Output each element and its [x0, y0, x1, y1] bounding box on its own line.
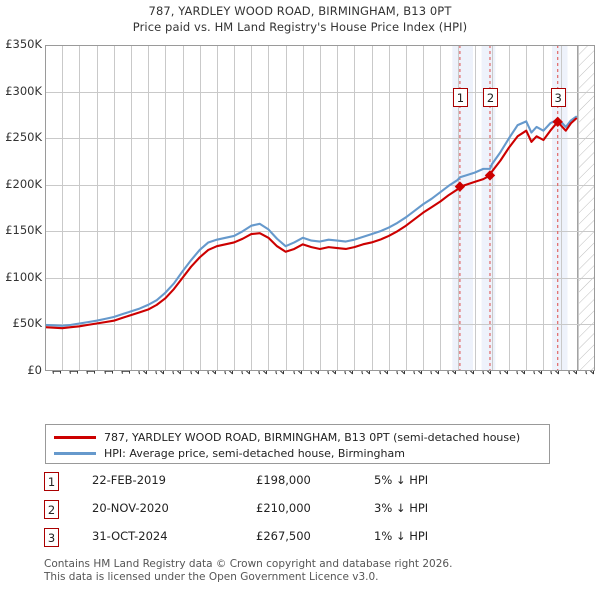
legend-swatch-price-paid	[54, 435, 96, 439]
y-axis-tick-label: £300K	[5, 83, 42, 98]
transaction-date: 22-FEB-2019	[92, 473, 166, 487]
legend-item-price-paid: 787, YARDLEY WOOD ROAD, BIRMINGHAM, B13 …	[52, 429, 543, 445]
transactions-table: 1 22-FEB-2019 £198,000 5% ↓ HPI 2 20-NOV…	[44, 472, 564, 556]
series-lines	[45, 115, 578, 330]
transaction-index-badge: 2	[44, 500, 59, 519]
future-hatched-region	[577, 45, 595, 371]
y-axis-tick-label: £200K	[5, 176, 42, 191]
y-axis-tick-label: £100K	[5, 269, 42, 284]
highlight-bands	[452, 45, 568, 371]
transaction-date: 31-OCT-2024	[92, 529, 168, 543]
chart-marker-1[interactable]: 1	[452, 88, 468, 107]
transaction-index-badge: 1	[44, 472, 59, 491]
transaction-price: £267,500	[256, 529, 311, 543]
legend-item-hpi: HPI: Average price, semi-detached house,…	[52, 445, 543, 461]
legend-label-hpi: HPI: Average price, semi-detached house,…	[104, 446, 405, 460]
legend-swatch-hpi	[54, 451, 96, 455]
footer-line-1: Contains HM Land Registry data © Crown c…	[44, 558, 453, 570]
transaction-price: £198,000	[256, 473, 311, 487]
chart-marker-3[interactable]: 3	[550, 88, 566, 107]
y-axis-tick-label: £150K	[5, 223, 42, 238]
table-row[interactable]: 3 31-OCT-2024 £267,500 1% ↓ HPI	[44, 528, 564, 556]
transaction-hpi-delta: 3% ↓ HPI	[374, 501, 429, 515]
transaction-hpi-delta: 1% ↓ HPI	[374, 529, 429, 543]
title-line-1: 787, YARDLEY WOOD ROAD, BIRMINGHAM, B13 …	[148, 4, 452, 18]
table-row[interactable]: 2 20-NOV-2020 £210,000 3% ↓ HPI	[44, 500, 564, 528]
legend-label-price-paid: 787, YARDLEY WOOD ROAD, BIRMINGHAM, B13 …	[104, 430, 521, 444]
plot-area	[45, 45, 595, 371]
transaction-index-badge: 3	[44, 528, 59, 547]
chart-marker-2[interactable]: 2	[482, 88, 498, 107]
y-axis-tick-label: £0	[27, 363, 42, 377]
transaction-hpi-delta: 5% ↓ HPI	[374, 473, 429, 487]
y-axis-tick-label: £50K	[12, 316, 43, 331]
plot-svg	[45, 45, 595, 371]
y-axis-tick-label: £250K	[5, 130, 42, 145]
footer-line-2: This data is licensed under the Open Gov…	[44, 570, 379, 583]
transaction-date: 20-NOV-2020	[92, 501, 169, 515]
y-axis-tick-label: £350K	[5, 37, 42, 51]
chart-legend: 787, YARDLEY WOOD ROAD, BIRMINGHAM, B13 …	[45, 424, 550, 464]
transaction-price: £210,000	[256, 501, 311, 515]
table-row[interactable]: 1 22-FEB-2019 £198,000 5% ↓ HPI	[44, 472, 564, 500]
title-line-2: Price paid vs. HM Land Registry's House …	[132, 20, 468, 34]
chart-title: 787, YARDLEY WOOD ROAD, BIRMINGHAM, B13 …	[0, 3, 600, 35]
footer-attribution: Contains HM Land Registry data © Crown c…	[44, 558, 584, 583]
